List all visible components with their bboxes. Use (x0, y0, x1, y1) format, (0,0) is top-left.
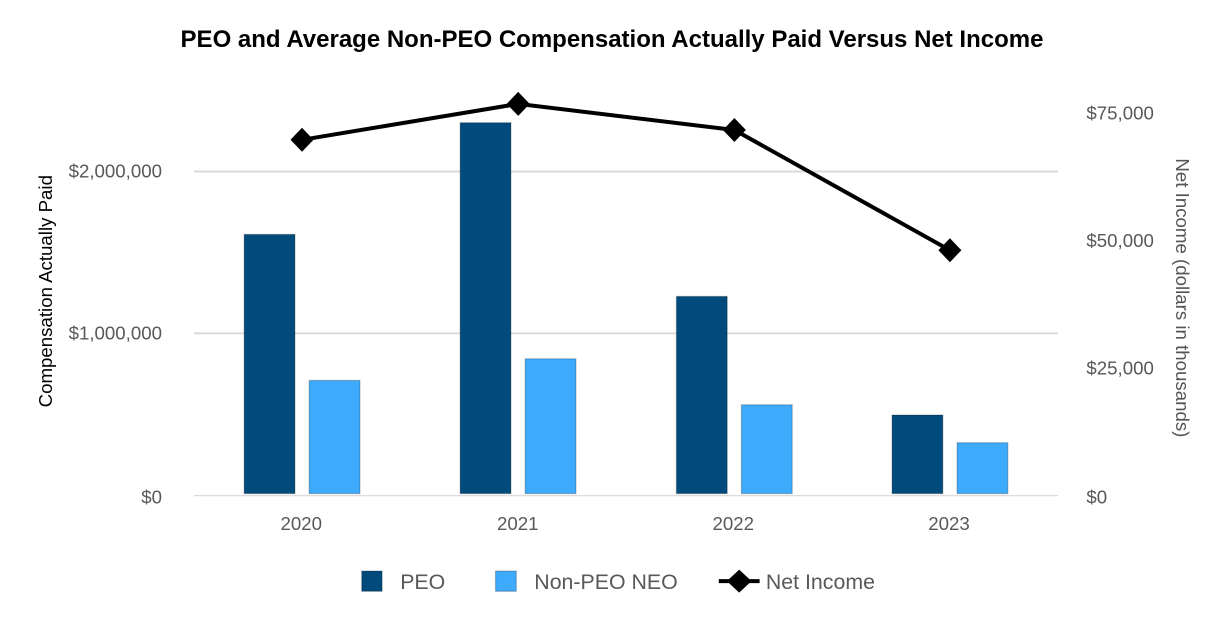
svg-text:PEO: PEO (400, 570, 445, 594)
svg-text:2020: 2020 (280, 513, 322, 534)
svg-text:2022: 2022 (713, 513, 755, 534)
svg-text:PEO and Average Non-PEO Compen: PEO and Average Non-PEO Compensation Act… (181, 26, 1044, 53)
svg-text:$2,000,000: $2,000,000 (69, 161, 162, 182)
svg-text:$25,000: $25,000 (1086, 358, 1153, 379)
svg-text:Non-PEO NEO: Non-PEO NEO (534, 570, 677, 594)
svg-text:Net Income: Net Income (766, 570, 875, 594)
svg-text:2021: 2021 (497, 513, 539, 534)
svg-text:$75,000: $75,000 (1086, 103, 1153, 124)
svg-text:$50,000: $50,000 (1086, 230, 1153, 251)
svg-text:$0: $0 (141, 486, 162, 507)
svg-text:Net Income (dollars in thousan: Net Income (dollars in thousands) (1172, 158, 1193, 437)
svg-text:2023: 2023 (928, 513, 970, 534)
svg-text:Compensation Actually Paid: Compensation Actually Paid (35, 175, 56, 407)
svg-text:$0: $0 (1086, 486, 1107, 507)
svg-text:$1,000,000: $1,000,000 (69, 323, 162, 344)
